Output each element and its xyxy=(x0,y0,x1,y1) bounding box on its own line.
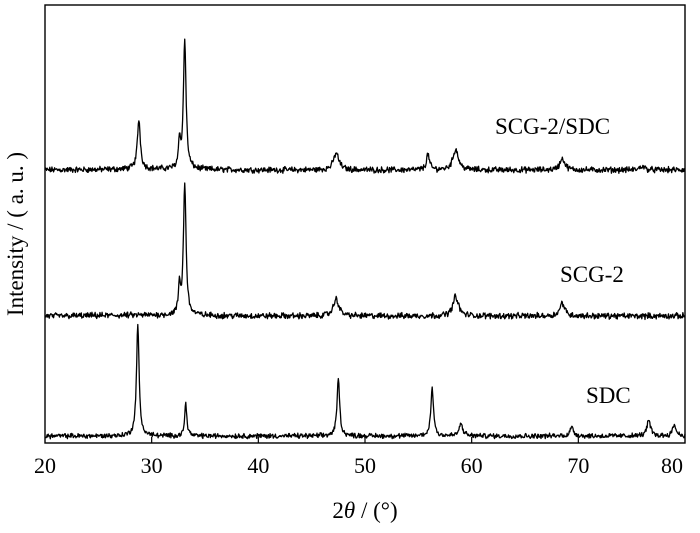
series-line-scg-2-sdc xyxy=(44,38,686,174)
plot-frame xyxy=(44,4,686,444)
series-label-sdc: SDC xyxy=(586,383,631,408)
series-label-scg-2-sdc: SCG-2/SDC xyxy=(495,114,610,139)
x-tick-label-60: 60 xyxy=(461,453,483,478)
x-tick-label-30: 30 xyxy=(141,453,163,478)
series-labels: SCG-2/SDC SCG-2 SDC xyxy=(495,114,631,408)
x-tick-label-80: 80 xyxy=(661,453,683,478)
x-tick-label-40: 40 xyxy=(247,453,269,478)
x-tick-label-70: 70 xyxy=(567,453,589,478)
y-axis-title: Intensity / ( a. u. ) xyxy=(3,152,28,316)
x-axis-title: 2θ / (°) xyxy=(332,498,397,523)
x-tick-label-20: 20 xyxy=(34,453,56,478)
series-line-sdc xyxy=(44,323,686,440)
series-line-scg-2 xyxy=(44,182,686,321)
series-group xyxy=(44,38,686,440)
x-tick-label-50: 50 xyxy=(354,453,376,478)
x-axis-ticks: 20 30 40 50 60 70 80 xyxy=(34,437,683,478)
series-label-scg-2: SCG-2 xyxy=(560,262,624,287)
